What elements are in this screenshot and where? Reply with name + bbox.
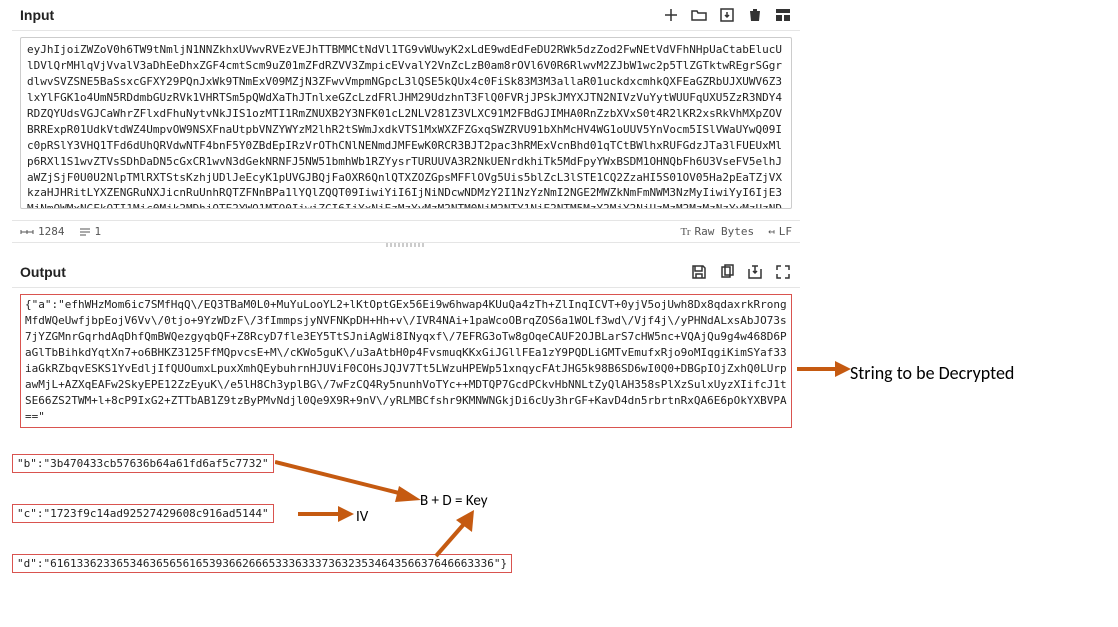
output-body: {"a":"efhWHzMom6ic7SMfHqQ\/EQ3TBaM0L0+Mu… (12, 288, 800, 436)
length-indicator: 1284 (20, 225, 65, 238)
copy-icon[interactable] (718, 263, 736, 281)
output-a-box: {"a":"efhWHzMom6ic7SMfHqQ\/EQ3TBaM0L0+Mu… (20, 294, 792, 428)
iv-annotation: IV (356, 508, 368, 526)
length-value: 1284 (38, 225, 65, 238)
input-title: Input (20, 7, 54, 23)
arrow-d-to-key (430, 510, 482, 560)
input-icon-group (662, 6, 792, 24)
output-c-box: "c":"1723f9c14ad92527429608c916ad5144" (12, 504, 274, 523)
input-status-bar: 1284 1 Tr Raw Bytes ↤ LF (12, 221, 800, 243)
raw-bytes-toggle[interactable]: Tr Raw Bytes (681, 225, 755, 238)
output-header: Output (12, 257, 800, 288)
raw-bytes-label: Raw Bytes (695, 225, 755, 238)
arrow-decrypt (797, 357, 852, 381)
folder-icon[interactable] (690, 6, 708, 24)
kv-c-row: "c":"1723f9c14ad92527429608c916ad5144" (12, 504, 274, 525)
output-d-box: "d":"61613362336534636565616539366266653… (12, 554, 512, 573)
eol-label: LF (779, 225, 792, 238)
input-textarea-wrap (12, 31, 800, 221)
decrypt-annotation: String to be Decrypted (850, 362, 1014, 384)
key-annotation: B + D = Key (420, 492, 488, 510)
input-textarea[interactable] (20, 37, 792, 209)
save-icon[interactable] (690, 263, 708, 281)
import-icon[interactable] (718, 6, 736, 24)
kv-b-row: "b":"3b470433cb57636b64a61fd6af5c7732" (12, 454, 274, 475)
layout-icon[interactable] (774, 6, 792, 24)
kv-d-row: "d":"61613362336534636565616539366266653… (12, 554, 512, 575)
arrow-c-to-iv (298, 503, 356, 525)
pane-divider[interactable] (386, 243, 426, 247)
output-icon-group (690, 263, 792, 281)
popout-icon[interactable] (746, 263, 764, 281)
lines-value: 1 (95, 225, 102, 238)
add-icon[interactable] (662, 6, 680, 24)
trash-icon[interactable] (746, 6, 764, 24)
fullscreen-icon[interactable] (774, 263, 792, 281)
arrow-b-to-key (275, 452, 425, 510)
output-title: Output (20, 264, 66, 280)
eol-toggle[interactable]: ↤ LF (768, 225, 792, 238)
lines-indicator: 1 (79, 225, 102, 238)
output-b-box: "b":"3b470433cb57636b64a61fd6af5c7732" (12, 454, 274, 473)
input-header: Input (12, 0, 800, 31)
